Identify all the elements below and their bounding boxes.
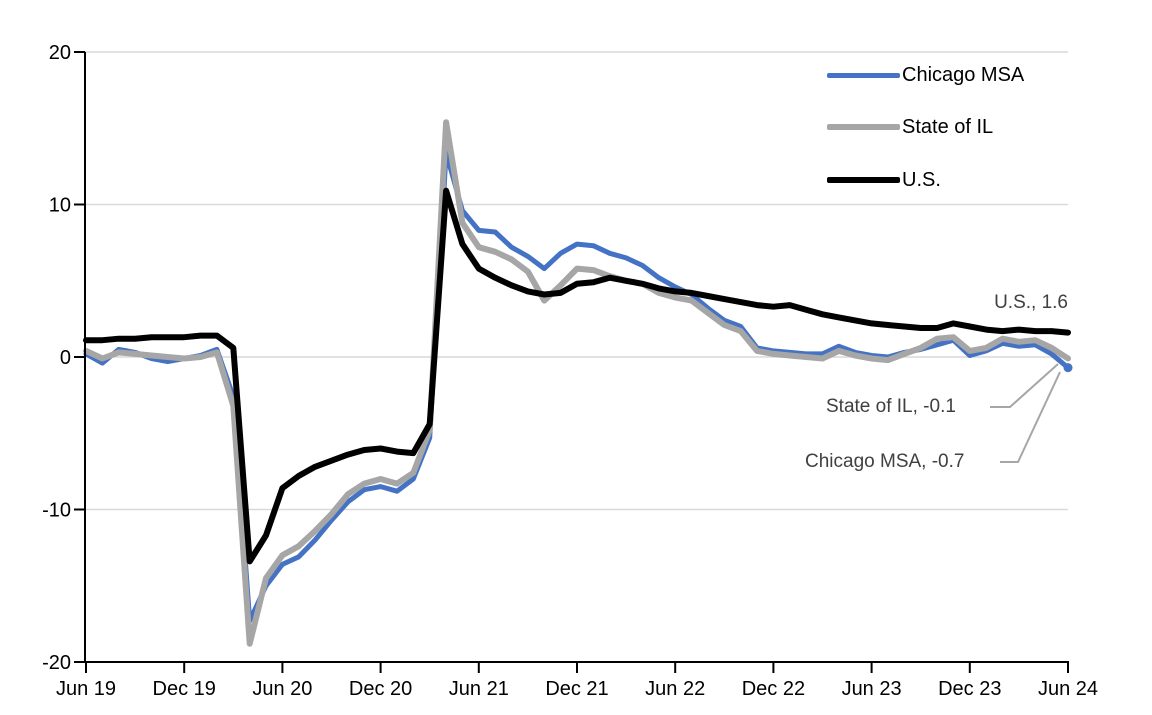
x-tick-label: Jun 21: [449, 678, 509, 700]
y-tick-label: 20: [49, 42, 71, 64]
x-tick-label: Jun 22: [645, 678, 705, 700]
y-tick-label: 10: [49, 195, 71, 217]
end-label-chicago-msa: Chicago MSA, -0.7: [805, 451, 965, 472]
legend-line-sample-il: [827, 124, 900, 130]
leader-line: [990, 363, 1059, 408]
series-line-u-s-: [83, 187, 1071, 565]
legend-item-chicago-msa: Chicago MSA: [827, 63, 1024, 87]
y-tick-label: -20: [42, 652, 71, 674]
x-tick-label: Jun 19: [56, 678, 116, 700]
data-series: [83, 119, 1071, 647]
x-tick-label: Jun 20: [252, 678, 312, 700]
axes: [74, 51, 1070, 673]
end-label-us: U.S., 1.6: [994, 292, 1068, 313]
legend-line-sample-chicago: [827, 72, 900, 78]
end-label-state-of-il: State of IL, -0.1: [826, 396, 956, 417]
legend-line-sample-us: [827, 177, 900, 183]
annotation-leader-lines: [990, 363, 1061, 463]
axis-tick-labels: 20 10 0 -10 -20 Jun 19 Dec 19 Jun 20 Dec 20 Jun 2…: [42, 42, 1098, 700]
x-tick-label: Dec 20: [349, 678, 412, 700]
y-tick-label: 0: [60, 347, 71, 369]
x-tick-label: Dec 19: [153, 678, 216, 700]
x-tick-label: Jun 23: [842, 678, 902, 700]
series-line-state-of-il: [83, 119, 1071, 647]
legend-label-us: U.S.: [902, 168, 941, 191]
x-tick-label: Jun 24: [1038, 678, 1098, 700]
x-tick-label: Dec 21: [545, 678, 608, 700]
legend-label-chicago: Chicago MSA: [902, 63, 1025, 86]
legend-item-us: U.S.: [827, 168, 941, 192]
end-point-marker: [1063, 363, 1073, 373]
x-tick-label: Dec 23: [938, 678, 1001, 700]
x-tick-label: Dec 22: [742, 678, 805, 700]
leader-line: [1000, 371, 1061, 463]
legend-item-state-of-il: State of IL: [827, 115, 993, 139]
series-end-dot: [1063, 363, 1073, 373]
y-tick-label: -10: [42, 500, 71, 522]
legend-label-il: State of IL: [902, 115, 994, 138]
